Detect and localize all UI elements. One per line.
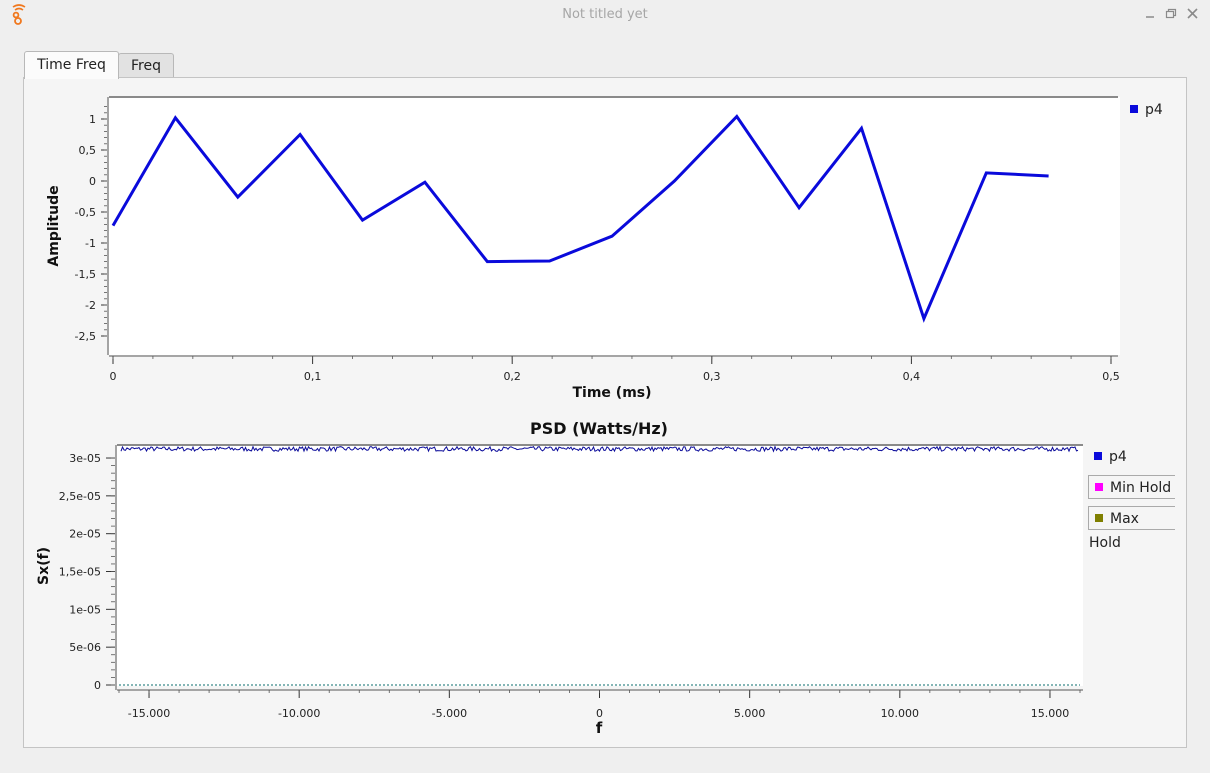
legend-swatch — [1095, 514, 1103, 522]
time-y-tick-label: -1,5 — [75, 268, 96, 281]
window-titlebar: Not titled yet — [0, 0, 1210, 30]
time-y-tick-label: -0,5 — [75, 206, 96, 219]
psd-series-line-p4 — [120, 445, 1079, 453]
psd-x-axis-label: f — [596, 719, 603, 737]
time-y-tick-label: -1 — [85, 237, 96, 250]
time-y-tick-label: 0 — [89, 175, 96, 188]
tab-time-freq[interactable]: Time Freq — [24, 51, 119, 79]
time-y-tick-label: 0,5 — [79, 144, 97, 157]
time-y-axis: 1 0,5 0 -0,5 -1 -1,5 -2 -2,5 — [75, 106, 107, 343]
psd-y-tick-label: 2e-05 — [69, 528, 101, 541]
legend-swatch — [1095, 483, 1103, 491]
time-x-tick-label: 0,2 — [503, 370, 521, 383]
time-x-tick-label: 0,5 — [1102, 370, 1120, 383]
legend-swatch — [1094, 452, 1102, 460]
psd-plot-title: PSD (Watts/Hz) — [530, 419, 668, 438]
psd-y-tick-label: 1e-05 — [69, 603, 101, 616]
psd-x-tick-label: -15.000 — [128, 707, 170, 720]
tab-freq[interactable]: Freq — [118, 53, 174, 78]
minimize-icon[interactable] — [1143, 6, 1159, 22]
time-x-tick-label: 0 — [110, 370, 117, 383]
legend-label: Min Hold — [1110, 480, 1172, 496]
psd-y-axis-label: Sx(f) — [36, 547, 52, 585]
time-x-axis: 0 0,1 0,2 0,3 0,4 0,5 — [109, 355, 1120, 383]
psd-legend-max-hold[interactable]: Max Hold — [1088, 506, 1175, 551]
time-x-tick-label: 0,3 — [703, 370, 721, 383]
psd-y-tick-label: 3e-05 — [69, 452, 101, 465]
psd-x-tick-label: 0 — [596, 707, 603, 720]
psd-x-tick-label: 5.000 — [734, 707, 766, 720]
psd-legend-p4[interactable]: p4 — [1088, 445, 1127, 469]
psd-plot-canvas — [117, 444, 1083, 686]
psd-y-tick-label: 0 — [94, 679, 101, 692]
time-series-line-p4 — [111, 114, 1049, 323]
gnuradio-logo-icon — [12, 4, 26, 25]
time-legend-p4[interactable]: p4 — [1124, 98, 1163, 122]
psd-y-axis: 3e-05 2,5e-05 2e-05 1,5e-05 1e-05 5e-06 0 — [59, 452, 115, 692]
time-plot-canvas — [109, 97, 1120, 355]
window-title: Not titled yet — [562, 7, 648, 22]
time-x-axis-label: Time (ms) — [572, 385, 651, 401]
psd-x-tick-label: 10.000 — [881, 707, 920, 720]
time-x-tick-label: 0,4 — [903, 370, 921, 383]
psd-x-axis: -15.000 -10.000 -5.000 0 5.000 10.000 15.000 — [117, 689, 1083, 720]
psd-x-tick-label: 15.000 — [1031, 707, 1070, 720]
restore-icon[interactable] — [1163, 6, 1179, 22]
legend-swatch — [1130, 105, 1138, 113]
legend-label: p4 — [1145, 102, 1163, 118]
time-y-tick-label: 1 — [89, 113, 96, 126]
psd-y-tick-label: 5e-06 — [69, 641, 101, 654]
psd-y-tick-label: 1,5e-05 — [59, 566, 101, 579]
time-y-tick-label: -2 — [85, 299, 96, 312]
legend-label: Max Hold — [1089, 511, 1139, 551]
legend-label: p4 — [1109, 449, 1127, 465]
psd-x-tick-label: -10.000 — [278, 707, 320, 720]
time-y-axis-label: Amplitude — [46, 185, 62, 266]
time-x-tick-label: 0,1 — [304, 370, 322, 383]
close-icon[interactable] — [1185, 6, 1201, 22]
time-y-tick-label: -2,5 — [75, 330, 96, 343]
psd-y-tick-label: 2,5e-05 — [59, 490, 101, 503]
psd-x-tick-label: -5.000 — [432, 707, 467, 720]
psd-legend-min-hold[interactable]: Min Hold — [1088, 475, 1175, 499]
